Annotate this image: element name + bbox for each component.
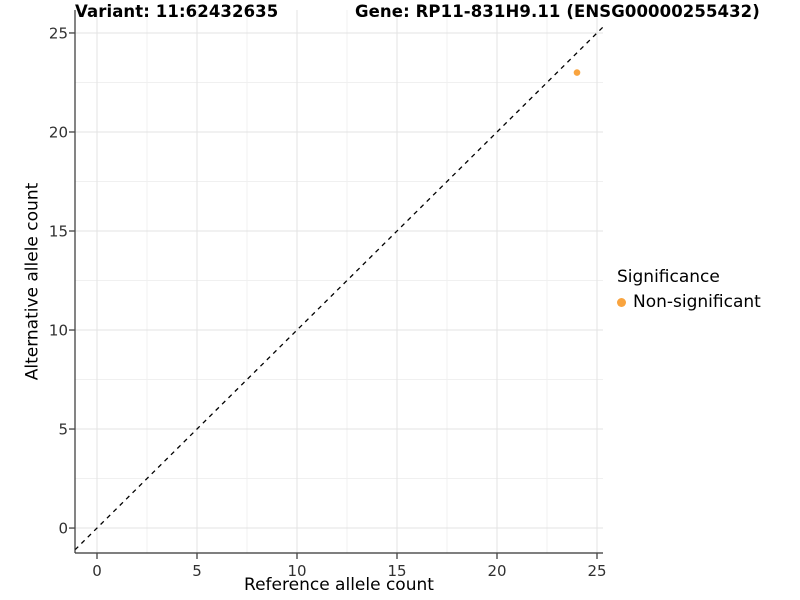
x-tick-label: 0 <box>92 562 102 580</box>
legend-point-icon <box>617 297 626 307</box>
x-tick-label: 5 <box>192 562 202 580</box>
x-tick-label: 25 <box>587 562 606 580</box>
y-tick-label: 0 <box>58 519 68 537</box>
legend-entry-label: Non-significant <box>633 292 761 312</box>
x-tick-label: 15 <box>387 562 406 580</box>
variant-title: Variant: 11:62432635 <box>75 2 279 21</box>
y-tick-label: 25 <box>49 24 68 42</box>
y-tick-label: 5 <box>58 420 68 438</box>
y-axis-title: Alternative allele count <box>22 182 43 381</box>
data-point <box>573 69 581 76</box>
x-axis-title: Reference allele count <box>244 575 434 595</box>
y-tick-label: 10 <box>49 321 68 339</box>
x-tick-label: 20 <box>487 562 506 580</box>
legend-title: Significance <box>617 267 720 287</box>
y-tick-label: 15 <box>49 222 68 240</box>
x-tick-label: 10 <box>287 562 306 580</box>
legend-entry: Non-significant <box>617 292 761 312</box>
identity-line <box>74 26 604 551</box>
y-tick-label: 20 <box>49 123 68 141</box>
gene-title: Gene: RP11-831H9.11 (ENSG00000255432) <box>355 2 760 21</box>
legend: Significance Non-significant <box>617 267 761 312</box>
